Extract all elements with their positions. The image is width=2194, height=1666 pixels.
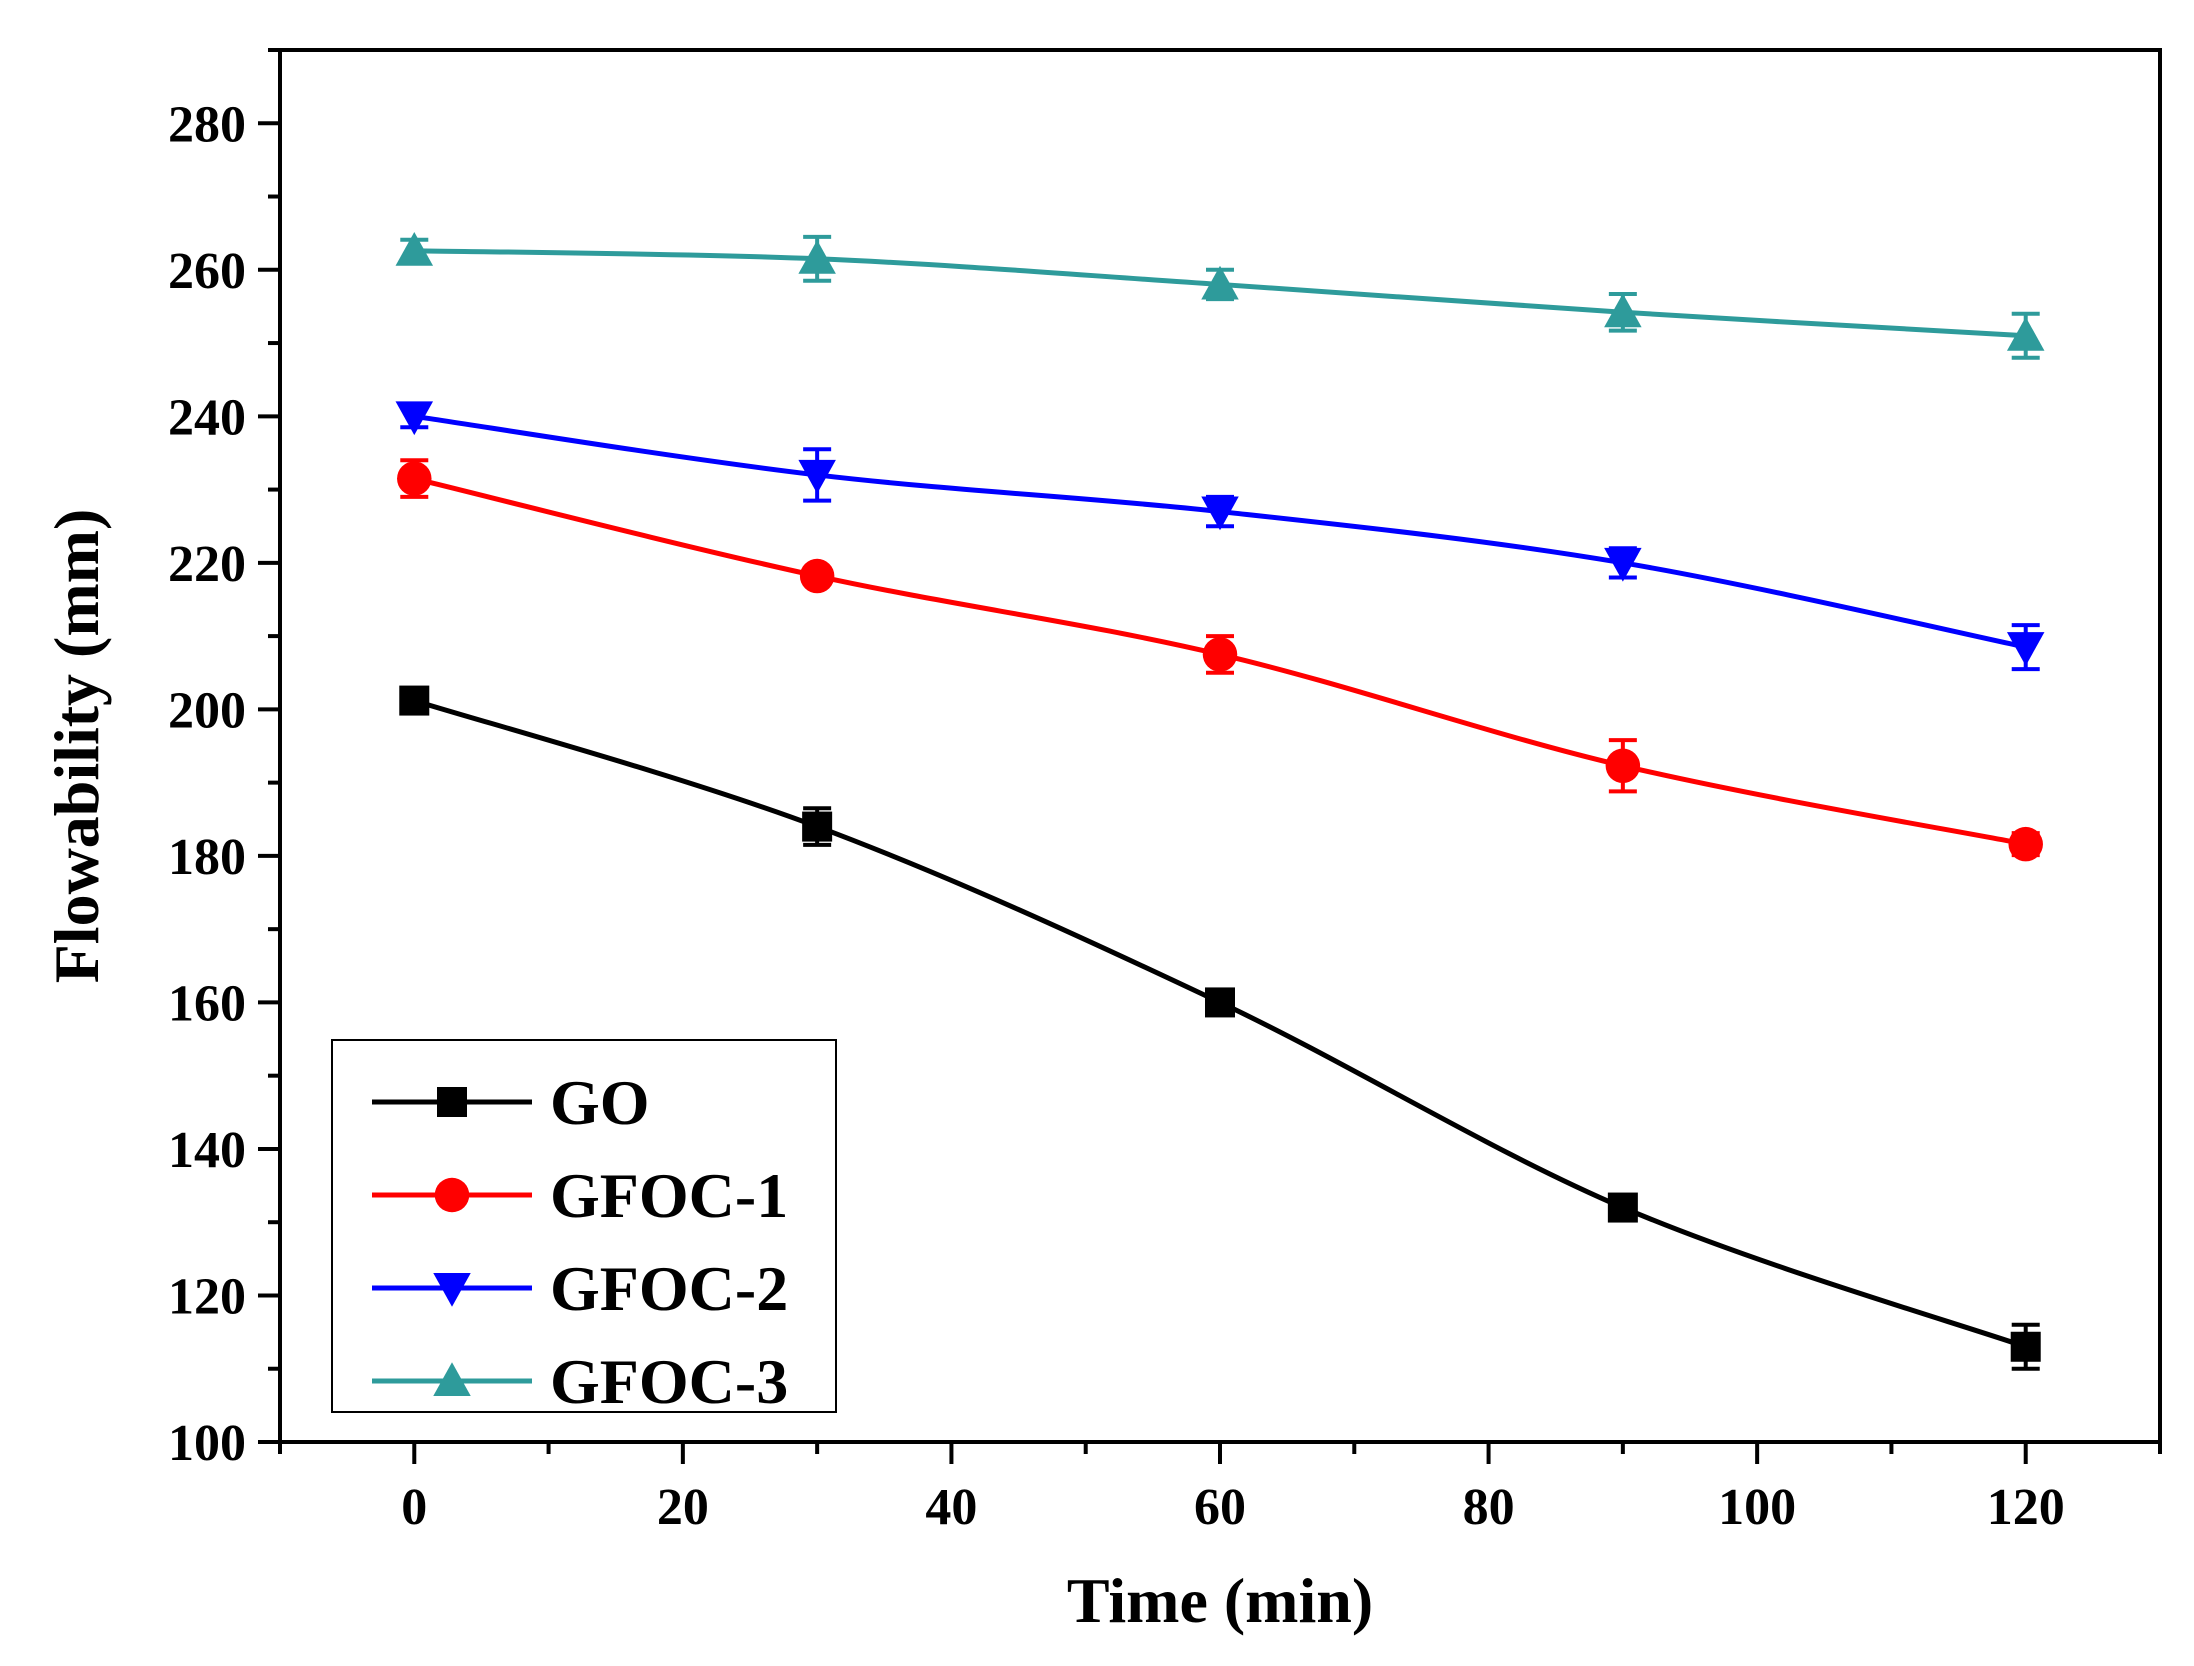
y-tick-label: 260	[168, 243, 246, 300]
legend-item-go: GO	[372, 1067, 650, 1138]
legend-marker	[437, 1087, 467, 1117]
data-point	[799, 558, 835, 594]
x-tick-label: 80	[1463, 1479, 1515, 1536]
y-tick-label: 280	[168, 96, 246, 153]
legend-label: GFOC-2	[550, 1253, 788, 1324]
legend-item-gfoc-3: GFOC-3	[372, 1346, 788, 1417]
data-point	[399, 685, 430, 716]
data-point	[1205, 987, 1235, 1018]
series-gfoc-3	[395, 231, 2045, 360]
series-gfoc-1	[397, 458, 2043, 862]
data-point	[1201, 496, 1239, 531]
data-point	[2006, 632, 2045, 666]
data-point	[1607, 1192, 1638, 1223]
x-tick-label: 20	[657, 1479, 709, 1536]
legend-label: GO	[550, 1067, 650, 1138]
legend-label: GFOC-1	[550, 1160, 788, 1231]
data-point	[395, 231, 434, 266]
legend-marker	[434, 1177, 470, 1213]
y-tick-label: 220	[168, 536, 246, 593]
y-tick-label: 120	[168, 1268, 246, 1325]
series-go	[399, 685, 2041, 1371]
y-tick-label: 140	[168, 1122, 246, 1179]
data-point	[1201, 265, 1239, 300]
x-tick-label: 40	[925, 1479, 977, 1536]
data-point	[2006, 316, 2045, 351]
data-point	[798, 459, 836, 494]
series-layer	[395, 231, 2045, 1371]
legend-item-gfoc-1: GFOC-1	[372, 1160, 788, 1231]
data-point	[1604, 547, 1642, 582]
y-tick-label: 180	[168, 829, 246, 886]
y-tick-label: 200	[168, 682, 246, 739]
data-point	[395, 401, 434, 436]
legend-label: GFOC-3	[550, 1346, 788, 1417]
x-tick-label: 100	[1718, 1479, 1796, 1536]
legend-marker	[433, 1362, 471, 1396]
data-point	[2010, 1331, 2041, 1362]
data-point	[1202, 637, 1238, 672]
x-tick-label: 0	[401, 1479, 427, 1536]
legend-marker	[433, 1273, 471, 1307]
data-point	[798, 240, 836, 274]
legend: GO GFOC-1 GFOC-2 GFOC-3	[331, 1039, 837, 1417]
data-point	[2008, 826, 2043, 862]
data-point	[1604, 293, 1642, 328]
series-line	[413, 413, 2027, 650]
data-point	[1605, 748, 1641, 784]
legend-item-gfoc-2: GFOC-2	[372, 1253, 788, 1324]
y-tick-label: 160	[168, 975, 246, 1032]
y-axis-title: Flowability (mm)	[41, 509, 112, 984]
data-point	[397, 461, 432, 496]
data-point	[802, 811, 833, 842]
x-tick-label: 60	[1194, 1479, 1246, 1536]
y-tick-label: 100	[168, 1415, 246, 1472]
x-axis-title: Time (min)	[1067, 1565, 1373, 1636]
y-tick-label: 240	[168, 389, 246, 446]
series-gfoc-2	[395, 401, 2045, 672]
x-tick-label: 120	[1987, 1479, 2065, 1536]
axes-layer: 0 20 40 60 80 100 120 100 120 140 160 180 200 220 240 2…	[168, 48, 2162, 1536]
